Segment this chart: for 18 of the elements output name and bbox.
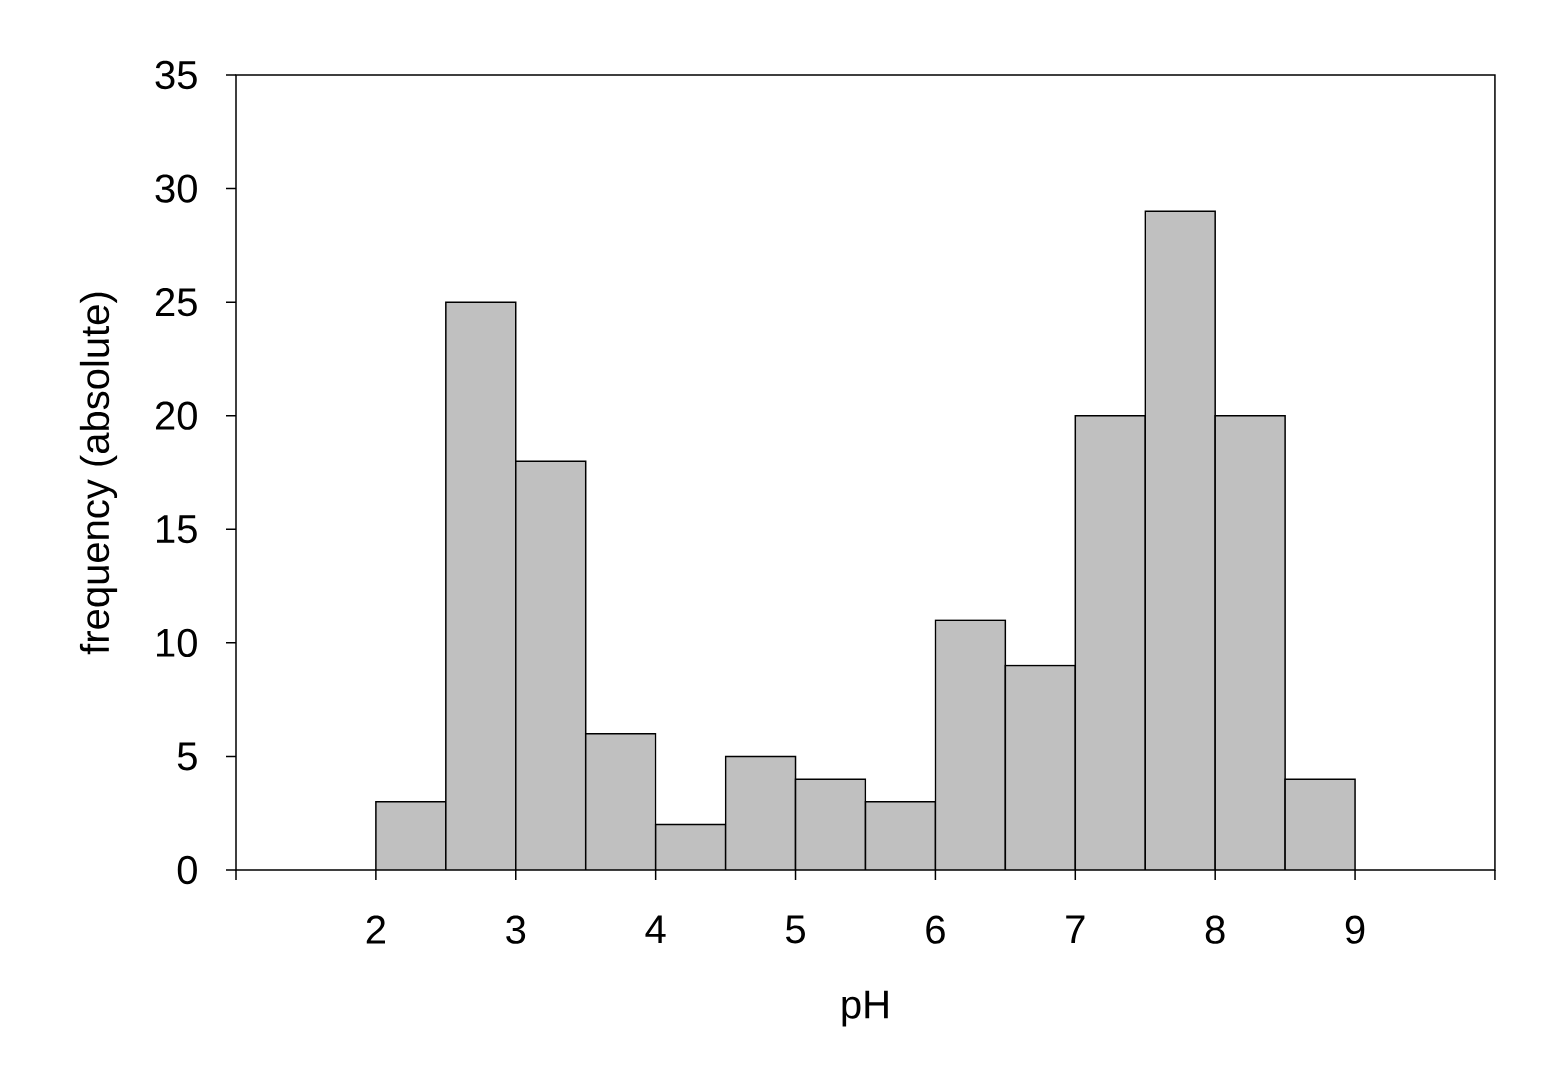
x-tick-label: 5	[786, 915, 805, 944]
y-tick-label: 25	[155, 287, 197, 317]
x-tick-label: 9	[1345, 915, 1365, 944]
x-tick-label: 8	[1205, 915, 1225, 944]
y-tick-label: 15	[157, 515, 197, 544]
x-axis-title: pH	[842, 990, 888, 1027]
x-tick-label: 4	[645, 915, 666, 944]
x-tick-label: 3	[506, 915, 526, 944]
y-tick-label: 0	[177, 855, 197, 885]
x-tick-label: 6	[926, 915, 945, 944]
x-tick-label: 7	[1066, 915, 1085, 944]
y-tick-label: 35	[155, 60, 197, 90]
y-tick-label: 10	[157, 628, 197, 658]
y-tick-label: 20	[155, 401, 197, 430]
y-tick-label: 5	[177, 742, 197, 771]
x-tick-label: 2	[366, 915, 385, 944]
y-axis-title: frequency (absolute)	[79, 292, 118, 655]
y-tick-label: 30	[155, 174, 197, 203]
